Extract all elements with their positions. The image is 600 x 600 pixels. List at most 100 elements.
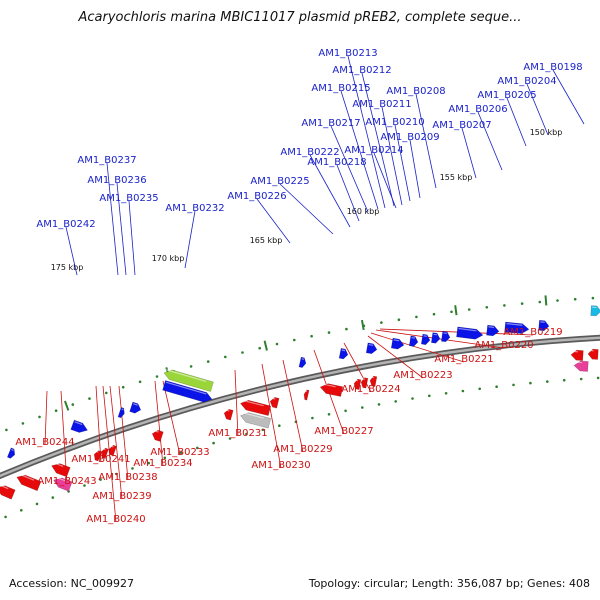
- forward-gene: [338, 347, 349, 360]
- kbp-major-tick: [454, 305, 458, 316]
- label-leader: [506, 97, 527, 147]
- tick-dot-inner: [478, 387, 482, 391]
- forward-gene: [456, 326, 484, 340]
- label-leader: [128, 200, 136, 276]
- label-leader: [379, 328, 534, 336]
- gene-label: AM1_B0230: [251, 460, 310, 471]
- reverse-gene-shape: [269, 397, 280, 409]
- kbp-tick-label: 150 kbp: [530, 128, 563, 137]
- label-leader: [526, 83, 549, 136]
- gene-label: AM1_B0234: [133, 458, 192, 469]
- gene-label: AM1_B0240: [86, 514, 145, 525]
- tick-dot-outer: [380, 321, 383, 324]
- gene-label: AM1_B0214: [344, 145, 403, 156]
- misc-feature: [573, 360, 589, 372]
- reverse-gene-shine: [271, 397, 276, 400]
- gene-label: AM1_B0236: [87, 175, 146, 186]
- gene-label: AM1_B0223: [393, 370, 452, 381]
- tick-dot-inner: [115, 472, 118, 476]
- tick-dot-outer: [520, 302, 524, 305]
- forward-gene-shape: [456, 326, 484, 340]
- pseudo-feature-shape: [239, 412, 272, 429]
- gene-label: AM1_B0222: [280, 147, 339, 158]
- kbp-major-tick: [263, 340, 268, 351]
- label-leader: [118, 385, 129, 481]
- reverse-gene-shape: [100, 447, 109, 459]
- tick-dot-inner: [546, 380, 549, 383]
- reverse-gene: [570, 349, 584, 361]
- gene-label: AM1_B0209: [380, 132, 439, 143]
- forward-gene-shape: [390, 337, 405, 350]
- gene-label: AM1_B0224: [341, 384, 400, 395]
- label-leader: [367, 335, 424, 379]
- rna-feature-shine: [165, 369, 207, 383]
- tick-dot-outer: [397, 318, 401, 322]
- reverse-gene: [223, 408, 234, 421]
- tick-dot-inner: [278, 424, 281, 428]
- tick-dot-outer: [275, 342, 279, 346]
- reverse-gene-shape: [587, 348, 599, 360]
- gene-label: AM1_B0212: [332, 65, 391, 76]
- gene-label: AM1_B0218: [307, 157, 366, 168]
- reverse-gene-shape: [239, 399, 272, 417]
- forward-gene-shape: [365, 342, 378, 355]
- label-leader: [109, 385, 123, 500]
- tick-dot-outer: [573, 297, 577, 301]
- reverse-gene-shape: [51, 463, 71, 478]
- tick-dot-outer: [450, 310, 453, 314]
- label-leader: [261, 363, 282, 469]
- tick-dot-inner: [495, 385, 498, 389]
- tick-dot-inner: [428, 394, 431, 398]
- label-leader: [336, 164, 360, 222]
- tick-dot-inner: [179, 451, 183, 455]
- reverse-gene: [51, 462, 71, 478]
- gene-label: AM1_B0232: [165, 203, 224, 214]
- gene-label: AM1_B0225: [250, 176, 309, 187]
- label-leader-lines: [44, 55, 585, 523]
- reverse-gene-shape: [360, 377, 369, 389]
- forward-gene: [117, 406, 125, 419]
- gene-label: AM1_B0217: [301, 118, 360, 129]
- tick-dot-inner: [411, 397, 414, 400]
- gene-label: AM1_B0205: [477, 90, 536, 101]
- pseudo-feature: [239, 412, 272, 429]
- tick-dot-outer: [241, 351, 244, 354]
- tick-dot-inner: [212, 441, 215, 445]
- tick-dot-outer: [538, 300, 542, 304]
- forward-gene-shine: [506, 323, 523, 326]
- reverse-gene-shape: [319, 383, 344, 397]
- forward-gene: [504, 321, 530, 334]
- label-leader: [279, 183, 334, 235]
- gene-features: [0, 305, 600, 500]
- label-leader: [282, 359, 304, 453]
- tick-dot-outer: [591, 296, 595, 300]
- tick-dot-inner: [344, 409, 347, 413]
- forward-gene: [6, 447, 16, 459]
- tick-dot-inner: [327, 413, 331, 416]
- tick-dot-inner: [261, 428, 265, 432]
- misc-feature-shape: [53, 477, 73, 492]
- tick-dot-outer: [310, 334, 313, 338]
- gene-label: AM1_B0237: [77, 155, 136, 166]
- reverse-gene: [587, 348, 599, 360]
- forward-gene-shine: [393, 339, 400, 342]
- forward-gene-shine: [301, 358, 305, 360]
- forward-gene-shape: [298, 356, 307, 368]
- reverse-gene: [151, 429, 164, 442]
- kbp-major-tick: [544, 295, 548, 306]
- gene-label: AM1_B0198: [523, 62, 582, 73]
- forward-gene-shine: [458, 327, 477, 332]
- reverse-gene: [369, 375, 378, 387]
- reverse-gene: [303, 389, 310, 401]
- reverse-gene-shape: [303, 389, 310, 401]
- reverse-gene-shine: [321, 383, 336, 388]
- tick-dot-outer: [224, 355, 227, 359]
- tick-dot-outer: [121, 385, 125, 389]
- kbp-tick-label: 155 kbp: [440, 173, 473, 182]
- tick-dot-inner: [512, 383, 515, 387]
- tick-dot-outer: [21, 422, 25, 425]
- label-leader: [370, 332, 465, 363]
- label-leader: [116, 182, 127, 276]
- tick-dot-inner: [51, 496, 55, 499]
- reverse-gene-shape: [16, 474, 42, 492]
